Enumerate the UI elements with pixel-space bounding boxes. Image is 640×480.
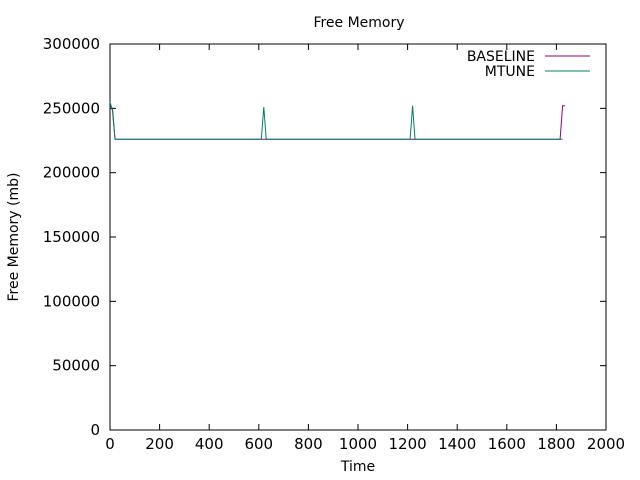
x-tick-label: 0 <box>105 435 115 453</box>
y-tick-label: 300000 <box>43 35 100 53</box>
series-layer <box>109 101 566 140</box>
x-tick-label: 2000 <box>587 435 625 453</box>
series-line-mtune <box>109 101 563 140</box>
x-tick-label: 200 <box>145 435 174 453</box>
x-tick-label: 800 <box>294 435 323 453</box>
chart-title: Free Memory <box>313 15 404 31</box>
y-tick-label: 0 <box>90 421 100 439</box>
x-tick-label: 600 <box>244 435 273 453</box>
y-tick-label: 100000 <box>43 292 100 310</box>
x-tick-label: 1800 <box>537 435 575 453</box>
legend-label-mtune: MTUNE <box>485 64 535 80</box>
plot-frame <box>109 43 607 431</box>
x-tick-label: 400 <box>195 435 224 453</box>
y-tick-label: 50000 <box>52 357 100 375</box>
series-line-baseline <box>109 105 566 140</box>
y-tick-label: 250000 <box>43 99 100 117</box>
legend-label-baseline: BASELINE <box>467 49 535 65</box>
axis-ticks: 0 200 400 600 800 1000 1200 1400 1600 1800 2000 0 50… <box>43 35 625 453</box>
x-tick-label: 1600 <box>488 435 526 453</box>
y-tick-label: 200000 <box>43 164 100 182</box>
y-axis-label: Free Memory (mb) <box>6 173 22 302</box>
x-tick-label: 1200 <box>389 435 427 453</box>
x-tick-label: 1000 <box>339 435 377 453</box>
x-tick-label: 1400 <box>438 435 476 453</box>
y-tick-label: 150000 <box>43 228 100 246</box>
x-axis-label: Time <box>340 459 375 475</box>
